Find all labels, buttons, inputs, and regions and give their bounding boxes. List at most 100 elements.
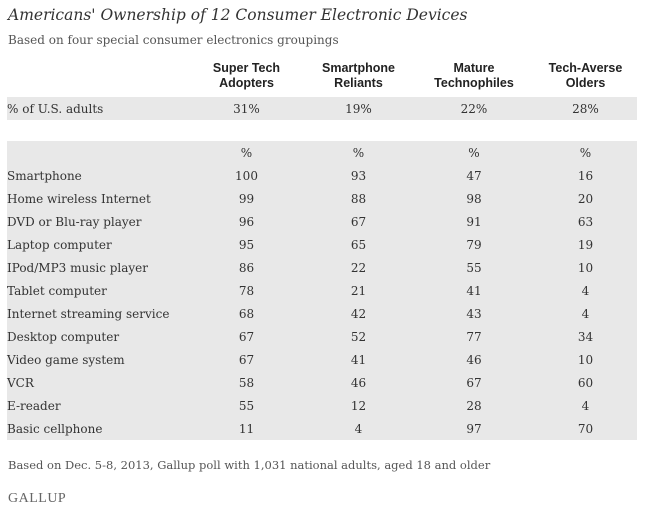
device-label: Laptop computer xyxy=(7,233,190,256)
ownership-value: 34 xyxy=(534,325,637,348)
ownership-value: 41 xyxy=(303,348,414,371)
ownership-value: 22 xyxy=(303,256,414,279)
ownership-value: 88 xyxy=(303,187,414,210)
ownership-value: 93 xyxy=(303,164,414,187)
table-row: Laptop computer 95 65 79 19 xyxy=(7,233,637,256)
table-row: Basic cellphone 11 4 97 70 xyxy=(7,417,637,440)
column-header-tech-averse-olders: Tech-Averse Olders xyxy=(534,61,637,97)
ownership-value: 10 xyxy=(534,348,637,371)
ownership-value: 96 xyxy=(190,210,303,233)
share-value: 31% xyxy=(190,97,303,120)
table-row: Smartphone 100 93 47 16 xyxy=(7,164,637,187)
ownership-value: 4 xyxy=(534,279,637,302)
ownership-value: 11 xyxy=(190,417,303,440)
table-row: Internet streaming service 68 42 43 4 xyxy=(7,302,637,325)
device-label: E-reader xyxy=(7,394,190,417)
footnote: Based on Dec. 5-8, 2013, Gallup poll wit… xyxy=(8,458,491,472)
ownership-value: 79 xyxy=(414,233,534,256)
ownership-value: 4 xyxy=(534,394,637,417)
ownership-value: 67 xyxy=(303,210,414,233)
ownership-value: 21 xyxy=(303,279,414,302)
chart-subtitle: Based on four special consumer electroni… xyxy=(8,33,339,47)
table-body: % of U.S. adults 31% 19% 22% 28% % % % %… xyxy=(7,97,637,440)
device-label: VCR xyxy=(7,371,190,394)
unit-symbol: % xyxy=(414,141,534,164)
ownership-value: 55 xyxy=(190,394,303,417)
unit-symbol: % xyxy=(303,141,414,164)
ownership-value: 60 xyxy=(534,371,637,394)
ownership-value: 19 xyxy=(534,233,637,256)
device-label: Home wireless Internet xyxy=(7,187,190,210)
ownership-value: 67 xyxy=(190,348,303,371)
ownership-value: 65 xyxy=(303,233,414,256)
ownership-value: 68 xyxy=(190,302,303,325)
ownership-value: 46 xyxy=(303,371,414,394)
column-header-line: Super Tech xyxy=(212,61,281,75)
table-row: Video game system 67 41 46 10 xyxy=(7,348,637,371)
column-header-row: Super Tech Adopters Smartphone Reliants … xyxy=(7,61,637,97)
table-row: IPod/MP3 music player 86 22 55 10 xyxy=(7,256,637,279)
spacer-row xyxy=(7,120,637,141)
column-header-smartphone-reliants: Smartphone Reliants xyxy=(303,61,414,97)
ownership-value: 99 xyxy=(190,187,303,210)
ownership-value: 97 xyxy=(414,417,534,440)
ownership-value: 55 xyxy=(414,256,534,279)
ownership-value: 41 xyxy=(414,279,534,302)
ownership-value: 86 xyxy=(190,256,303,279)
ownership-value: 4 xyxy=(303,417,414,440)
unit-row: % % % % xyxy=(7,141,637,164)
share-row-label: % of U.S. adults xyxy=(7,97,190,120)
ownership-value: 70 xyxy=(534,417,637,440)
device-label: Tablet computer xyxy=(7,279,190,302)
ownership-value: 16 xyxy=(534,164,637,187)
ownership-value: 98 xyxy=(414,187,534,210)
device-label: IPod/MP3 music player xyxy=(7,256,190,279)
table-row: E-reader 55 12 28 4 xyxy=(7,394,637,417)
column-header-line: Technophiles xyxy=(434,76,514,90)
ownership-value: 58 xyxy=(190,371,303,394)
column-header-line: Mature xyxy=(453,61,495,75)
ownership-value: 67 xyxy=(190,325,303,348)
table-row: Tablet computer 78 21 41 4 xyxy=(7,279,637,302)
ownership-value: 28 xyxy=(414,394,534,417)
column-header-line: Tech-Averse xyxy=(548,61,623,75)
ownership-value: 91 xyxy=(414,210,534,233)
unit-row-label xyxy=(7,141,190,164)
table-row: Home wireless Internet 99 88 98 20 xyxy=(7,187,637,210)
column-header-line: Reliants xyxy=(334,76,383,90)
ownership-value: 20 xyxy=(534,187,637,210)
ownership-value: 67 xyxy=(414,371,534,394)
device-label: DVD or Blu-ray player xyxy=(7,210,190,233)
share-value: 22% xyxy=(414,97,534,120)
device-label: Video game system xyxy=(7,348,190,371)
unit-symbol: % xyxy=(534,141,637,164)
device-label: Smartphone xyxy=(7,164,190,187)
ownership-value: 78 xyxy=(190,279,303,302)
column-header-line: Smartphone xyxy=(322,61,395,75)
share-value: 19% xyxy=(303,97,414,120)
ownership-value: 63 xyxy=(534,210,637,233)
device-label: Internet streaming service xyxy=(7,302,190,325)
table-row: Desktop computer 67 52 77 34 xyxy=(7,325,637,348)
share-value: 28% xyxy=(534,97,637,120)
ownership-value: 95 xyxy=(190,233,303,256)
unit-symbol: % xyxy=(190,141,303,164)
gallup-logo: GALLUP xyxy=(8,491,67,506)
device-label: Desktop computer xyxy=(7,325,190,348)
table-row: VCR 58 46 67 60 xyxy=(7,371,637,394)
ownership-value: 43 xyxy=(414,302,534,325)
share-row: % of U.S. adults 31% 19% 22% 28% xyxy=(7,97,637,120)
column-header-line: Adopters xyxy=(219,76,274,90)
column-header-mature-technophiles: Mature Technophiles xyxy=(414,61,534,97)
ownership-value: 47 xyxy=(414,164,534,187)
ownership-value: 77 xyxy=(414,325,534,348)
table-row: DVD or Blu-ray player 96 67 91 63 xyxy=(7,210,637,233)
column-header-super-tech-adopters: Super Tech Adopters xyxy=(190,61,303,97)
column-header-line: Olders xyxy=(565,76,606,90)
column-header-blank xyxy=(7,61,190,97)
ownership-value: 52 xyxy=(303,325,414,348)
ownership-value: 4 xyxy=(534,302,637,325)
ownership-value: 10 xyxy=(534,256,637,279)
device-label: Basic cellphone xyxy=(7,417,190,440)
chart-title: Americans' Ownership of 12 Consumer Elec… xyxy=(8,6,468,24)
